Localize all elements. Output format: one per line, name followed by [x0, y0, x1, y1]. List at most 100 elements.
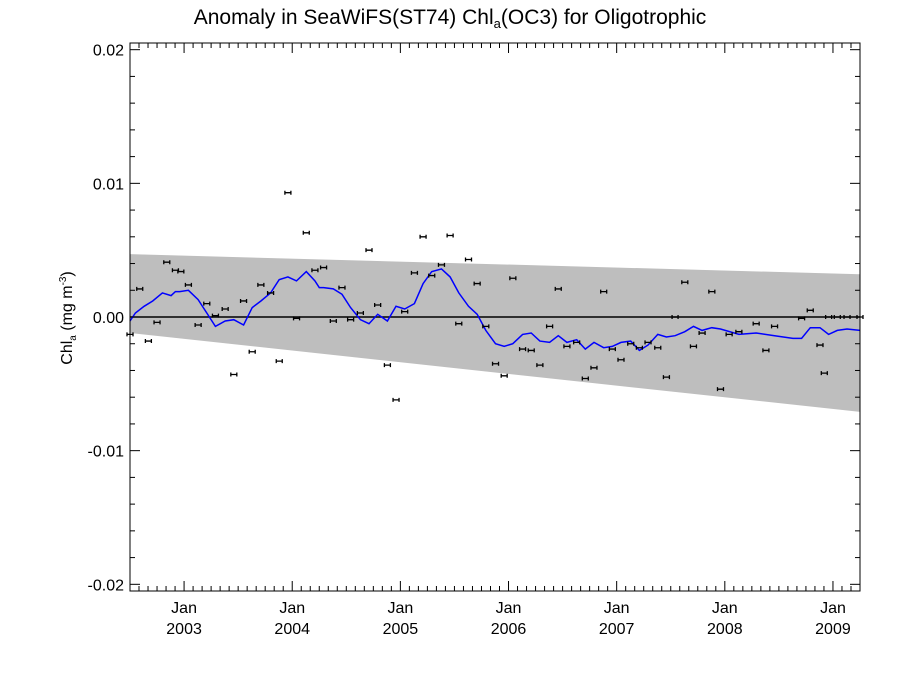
data-point — [230, 372, 238, 377]
chart-title-main: Anomaly in SeaWiFS(ST74) Chl — [193, 6, 494, 29]
data-point — [203, 301, 211, 306]
data-point — [464, 257, 473, 262]
data-point — [617, 357, 625, 362]
data-point — [806, 308, 814, 313]
y-tick-label: 0.02 — [93, 43, 124, 60]
x-tick-label-year: 2006 — [491, 621, 527, 638]
data-point — [184, 282, 193, 287]
data-point — [419, 234, 427, 239]
data-point — [797, 316, 806, 321]
data-point — [482, 324, 490, 329]
x-tick-label-month: Jan — [820, 600, 846, 617]
data-point — [346, 317, 355, 322]
x-tick-label-year: 2005 — [383, 621, 419, 638]
data-point — [365, 248, 373, 253]
data-point — [627, 341, 635, 346]
data-point — [716, 387, 725, 392]
data-point — [266, 290, 275, 295]
x-tick-label-month: Jan — [712, 600, 738, 617]
data-point — [681, 280, 689, 285]
y-tick-label: 0.01 — [93, 176, 124, 193]
data-point — [573, 340, 581, 345]
data-point — [383, 363, 392, 368]
data-point — [527, 348, 535, 353]
data-point — [708, 289, 716, 294]
data-point — [600, 289, 608, 294]
data-point — [292, 316, 301, 321]
x-tick-label-month: Jan — [279, 600, 305, 617]
data-point — [356, 310, 365, 315]
data-point — [509, 276, 517, 281]
data-point — [211, 313, 220, 318]
data-point — [816, 343, 824, 348]
data-point — [581, 376, 589, 381]
confidence-band — [130, 254, 860, 412]
data-point — [824, 315, 833, 319]
x-tick-label-year: 2008 — [707, 621, 743, 638]
plot-area: 0.02 0.01 0.00 -0.01 -0.02 Jan 2003 Jan 2004 Jan 2… — [88, 42, 864, 638]
data-point — [725, 332, 733, 337]
data-point — [491, 361, 500, 366]
data-point — [635, 345, 644, 350]
data-point — [698, 331, 706, 336]
data-point — [257, 282, 265, 287]
x-tick-label-year: 2003 — [166, 621, 202, 638]
x-tick-label-month: Jan — [496, 600, 522, 617]
chart-title-tail: (OC3) for Oligotrophic — [500, 6, 707, 29]
data-point — [446, 233, 454, 238]
data-point — [590, 365, 598, 370]
data-point — [563, 344, 571, 349]
x-tick-label-year: 2009 — [815, 621, 851, 638]
y-tick-label: -0.02 — [88, 577, 125, 594]
smoothed-line — [129, 268, 861, 352]
data-point — [319, 265, 328, 270]
data-point — [338, 285, 346, 290]
data-point — [437, 262, 446, 267]
data-point — [144, 339, 153, 344]
data-point — [284, 190, 292, 195]
data-point — [329, 319, 337, 324]
chart-title: Anomaly in SeaWiFS(ST74) Chla(OC3) for O… — [0, 6, 900, 31]
x-tick-label-year: 2007 — [599, 621, 635, 638]
data-point — [239, 298, 248, 303]
data-point — [374, 302, 382, 307]
data-point — [752, 321, 760, 326]
data-point — [401, 309, 409, 314]
data-point — [455, 321, 463, 326]
data-point — [500, 373, 508, 378]
data-point — [554, 286, 562, 291]
data-point — [410, 270, 419, 275]
x-tick-label-year: 2004 — [274, 621, 310, 638]
y-tick-label: -0.01 — [88, 444, 125, 461]
data-point — [644, 340, 652, 345]
data-point — [311, 268, 319, 273]
data-point — [153, 320, 161, 325]
data-point — [428, 273, 436, 278]
x-tick-label-month: Jan — [387, 600, 413, 617]
data-point — [136, 286, 144, 291]
data-point — [536, 363, 544, 368]
data-point — [248, 349, 256, 354]
data-point — [735, 329, 743, 334]
data-point — [654, 345, 662, 350]
data-point — [194, 323, 202, 328]
data-point — [302, 230, 310, 235]
data-point — [671, 315, 679, 319]
data-point — [608, 347, 616, 352]
y-tick-label: 0.00 — [93, 310, 124, 327]
data-point — [518, 347, 527, 352]
x-tick-label-month: Jan — [171, 600, 197, 617]
data-point — [820, 371, 828, 376]
data-point — [221, 306, 229, 311]
data-point — [662, 375, 671, 380]
data-point — [770, 324, 779, 329]
data-point — [689, 344, 698, 349]
data-point — [392, 397, 400, 402]
data-point — [473, 281, 481, 286]
data-point — [163, 260, 171, 265]
data-point — [833, 315, 841, 319]
data-point — [275, 359, 283, 364]
chart-title-subscript: a — [493, 16, 501, 31]
data-point — [545, 324, 554, 329]
